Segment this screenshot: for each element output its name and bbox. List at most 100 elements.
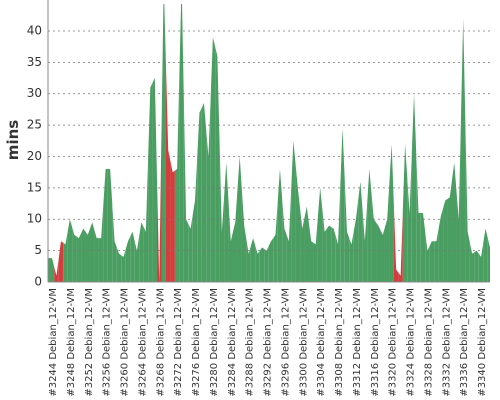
- x-tick-label: #3304 Debian_12-VM: [316, 288, 327, 397]
- x-tick-label: #3336 Debian_12-VM: [459, 288, 470, 397]
- area-slice: [148, 82, 153, 282]
- area-slice: [456, 118, 461, 282]
- area-slice: [255, 245, 260, 282]
- area-slice: [380, 227, 385, 282]
- area-slice: [402, 143, 408, 282]
- area-slice: [81, 228, 86, 282]
- area-slice: [291, 140, 296, 282]
- x-tick-label: #3328 Debian_12-VM: [423, 288, 434, 397]
- y-tick-label: 30: [27, 86, 42, 100]
- area-slice: [326, 225, 332, 282]
- x-tick-label: #3288 Debian_12-VM: [245, 288, 256, 397]
- area-slice: [277, 169, 283, 282]
- x-tick-label: #3264 Debian_12-VM: [137, 288, 148, 397]
- area-slice: [201, 103, 207, 282]
- area-slice: [282, 198, 287, 282]
- area-slice: [219, 143, 225, 282]
- area-slice: [286, 191, 292, 282]
- area-slice: [371, 194, 377, 282]
- area-slice: [206, 96, 211, 282]
- x-tick-label: #3256 Debian_12-VM: [102, 288, 113, 397]
- area-slice: [112, 205, 117, 282]
- area-slice: [452, 162, 457, 282]
- area-slice: [228, 201, 234, 282]
- area-slice: [429, 241, 435, 282]
- x-tick-label: #3296 Debian_12-VM: [280, 288, 291, 397]
- area-slice: [139, 222, 144, 282]
- area-slice: [85, 228, 90, 282]
- area-slice: [434, 228, 439, 282]
- x-tick-label: #3280 Debian_12-VM: [209, 288, 220, 397]
- area-slice: [134, 236, 140, 282]
- area-slice: [76, 233, 82, 282]
- area-slice: [376, 222, 381, 282]
- area-slice: [349, 231, 354, 282]
- x-tick-label: #3300 Debian_12-VM: [298, 288, 309, 397]
- area-slice: [188, 214, 193, 282]
- area-slice: [72, 227, 77, 282]
- area-slice: [98, 203, 104, 282]
- area-slice: [165, 65, 171, 282]
- x-tick-label: #3292 Debian_12-VM: [263, 288, 274, 397]
- area-slice: [344, 180, 350, 282]
- x-tick-label: #3340 Debian_12-VM: [477, 288, 488, 397]
- area-slice: [308, 223, 314, 282]
- area-slice: [152, 78, 158, 282]
- area-slice: [210, 37, 216, 282]
- area-slice: [125, 236, 131, 282]
- y-tick-label: 15: [27, 180, 42, 194]
- area-slice: [353, 200, 359, 282]
- area-slice: [130, 231, 135, 282]
- area-slice: [246, 239, 251, 282]
- area-slice: [143, 159, 149, 282]
- area-slice: [259, 247, 265, 282]
- y-tick-label: 5: [34, 243, 42, 257]
- area-slice: [362, 205, 368, 282]
- area-slice: [447, 180, 453, 282]
- area-slice: [469, 242, 475, 282]
- x-tick-label: #3308 Debian_12-VM: [334, 288, 345, 397]
- area-slice: [273, 201, 278, 282]
- area-slice: [183, 100, 189, 282]
- area-slice: [63, 231, 68, 282]
- area-slice: [179, 4, 184, 282]
- area-slice: [174, 74, 180, 282]
- area-slice: [103, 169, 108, 282]
- area-slice: [438, 208, 444, 282]
- area-slice: [407, 153, 412, 282]
- area-slice: [233, 189, 238, 282]
- area-slice: [116, 247, 122, 282]
- area-slice: [478, 242, 484, 282]
- y-tick-label: 35: [27, 55, 42, 69]
- y-tick-label: 20: [27, 149, 42, 163]
- area-slice: [295, 164, 301, 282]
- area-slice: [340, 128, 345, 282]
- x-tick-label: #3324 Debian_12-VM: [406, 288, 417, 397]
- y-tick-label: 40: [27, 23, 42, 37]
- area-slice: [157, 131, 162, 282]
- x-tick-label: #3252 Debian_12-VM: [84, 288, 95, 397]
- y-tick-label: 0: [34, 275, 42, 289]
- x-tick-label: #3272 Debian_12-VM: [173, 288, 184, 397]
- area-slice: [197, 107, 202, 282]
- x-tick-label: #3320 Debian_12-VM: [388, 288, 399, 397]
- x-tick-label: #3316 Debian_12-VM: [370, 288, 381, 397]
- area-slice: [358, 181, 363, 282]
- y-tick-label: 25: [27, 118, 42, 132]
- area-slice: [384, 181, 390, 282]
- x-tick-label: #3248 Debian_12-VM: [66, 288, 77, 397]
- area-slice: [460, 18, 466, 282]
- area-slice: [393, 206, 399, 282]
- area-slice: [300, 208, 305, 282]
- x-tick-label: #3244 Debian_12-VM: [48, 288, 59, 397]
- area-slice: [425, 231, 430, 282]
- area-slice: [224, 162, 229, 282]
- area-slice: [317, 187, 323, 282]
- x-tick-label: #3284 Debian_12-VM: [227, 288, 238, 397]
- x-tick-label: #3312 Debian_12-VM: [352, 288, 363, 397]
- area-slice: [264, 245, 269, 282]
- area-slice: [420, 212, 426, 282]
- area-slice: [268, 238, 274, 282]
- area-slice: [443, 198, 448, 282]
- area-slice: [389, 143, 394, 282]
